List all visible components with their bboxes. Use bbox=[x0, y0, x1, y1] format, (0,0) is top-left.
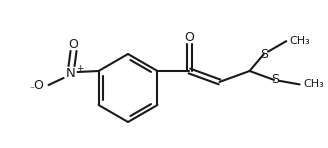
Text: ⁻: ⁻ bbox=[29, 85, 34, 95]
Text: S: S bbox=[271, 73, 279, 86]
Text: N: N bbox=[66, 66, 75, 79]
Text: +: + bbox=[76, 63, 84, 73]
Text: O: O bbox=[69, 37, 78, 50]
Text: S: S bbox=[260, 48, 268, 61]
Text: O: O bbox=[33, 78, 44, 91]
Text: O: O bbox=[185, 31, 195, 44]
Text: CH₃: CH₃ bbox=[290, 36, 311, 46]
Text: CH₃: CH₃ bbox=[303, 79, 324, 89]
